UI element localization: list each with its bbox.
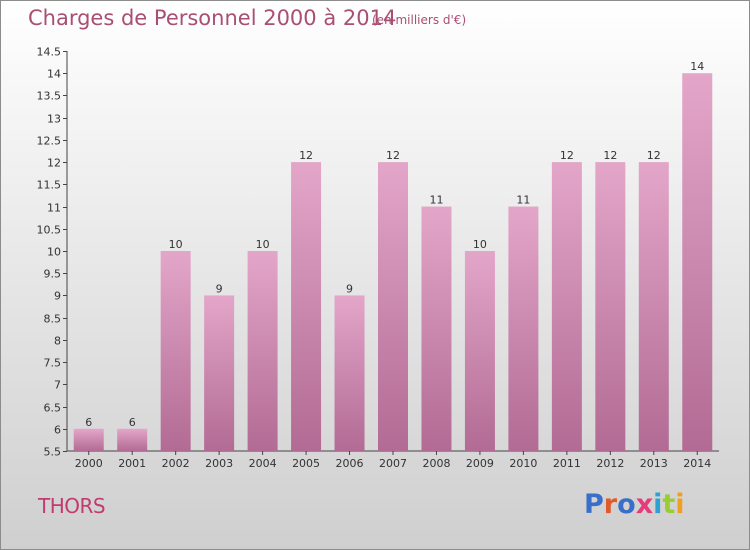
bar [682, 73, 713, 451]
bar-value-label: 6 [129, 416, 136, 429]
bar [508, 206, 539, 451]
axes: 5.5 6 6.5 7 7.5 8 8.5 9 9.5 10 10.5 11 11.5 12 12.5 13 1… [37, 46, 719, 470]
value-labels: 6 6 10 9 10 12 9 12 11 10 11 12 12 12 14 [85, 60, 704, 429]
bar-value-label: 10 [256, 238, 270, 251]
bar [638, 162, 669, 451]
x-tick-label: 2001 [118, 457, 146, 470]
bar-value-label: 14 [690, 60, 704, 73]
x-tick-label: 2005 [292, 457, 320, 470]
bar-value-label: 12 [386, 149, 400, 162]
x-tick-label: 2000 [75, 457, 103, 470]
bar-value-label: 12 [603, 149, 617, 162]
y-tick-label: 10 [47, 246, 61, 259]
y-tick-label: 13.5 [37, 90, 62, 103]
y-tick-label: 7 [54, 379, 61, 392]
y-tick-label: 12.5 [37, 135, 62, 148]
bar [160, 251, 191, 451]
x-tick-label: 2009 [466, 457, 494, 470]
x-tick-label: 2010 [509, 457, 537, 470]
bar [117, 428, 148, 451]
bar-value-label: 12 [647, 149, 661, 162]
x-tick-label: 2012 [596, 457, 624, 470]
x-tick-label: 2002 [162, 457, 190, 470]
logo-letter: i [653, 489, 663, 520]
y-tick-label: 7.5 [44, 357, 62, 370]
bar-value-label: 9 [216, 282, 223, 295]
y-tick-label: 8.5 [44, 313, 62, 326]
bar-value-label: 6 [85, 416, 92, 429]
y-tick-label: 10.5 [37, 224, 62, 237]
logo-letter: o [617, 489, 636, 520]
logo-letter: x [635, 489, 654, 520]
bars [73, 73, 713, 451]
y-tick-label: 5.5 [44, 446, 62, 459]
bar [204, 295, 235, 451]
bar [378, 162, 408, 451]
proxiti-logo[interactable]: Proxiti [584, 489, 685, 520]
y-tick-label: 12 [47, 157, 61, 170]
bar-value-label: 9 [346, 282, 353, 295]
y-tick-label: 9.5 [44, 268, 62, 281]
y-tick-label: 6.5 [44, 402, 62, 415]
bar-value-label: 11 [429, 194, 443, 207]
x-tick-label: 2004 [249, 457, 277, 470]
place-name: THORS [38, 494, 106, 518]
bar-value-label: 11 [516, 194, 530, 207]
bar [421, 206, 452, 451]
bar-value-label: 10 [473, 238, 487, 251]
bar-value-label: 12 [560, 149, 574, 162]
bar [464, 251, 495, 451]
logo-letter: P [584, 489, 604, 520]
bar [247, 251, 278, 451]
y-tick-label: 11 [47, 202, 61, 215]
logo-letter: t [662, 489, 676, 520]
logo-letter: i [675, 489, 685, 520]
x-tick-label: 2011 [553, 457, 581, 470]
bar [595, 162, 626, 451]
y-tick-label: 11.5 [37, 179, 62, 192]
y-tick-label: 8 [54, 335, 61, 348]
x-tick-label: 2008 [422, 457, 450, 470]
bar [73, 428, 104, 451]
bar-value-label: 12 [299, 149, 313, 162]
x-tick-label: 2006 [336, 457, 364, 470]
y-tick-label: 6 [54, 424, 61, 437]
bar [551, 162, 582, 451]
logo-letter: r [603, 489, 618, 520]
x-tick-label: 2003 [205, 457, 233, 470]
bar-value-label: 10 [169, 238, 183, 251]
x-tick-label: 2007 [379, 457, 407, 470]
x-tick-label: 2013 [640, 457, 668, 470]
y-tick-label: 14.5 [37, 46, 62, 59]
chart-subtitle: (en milliers d'€) [372, 13, 467, 27]
bar [291, 162, 322, 451]
chart-title: Charges de Personnel 2000 à 2014 [28, 6, 397, 30]
x-tick-label: 2014 [683, 457, 711, 470]
y-tick-label: 9 [54, 290, 61, 303]
bar [334, 295, 365, 451]
y-tick-label: 14 [47, 68, 61, 81]
y-tick-label: 13 [47, 113, 61, 126]
